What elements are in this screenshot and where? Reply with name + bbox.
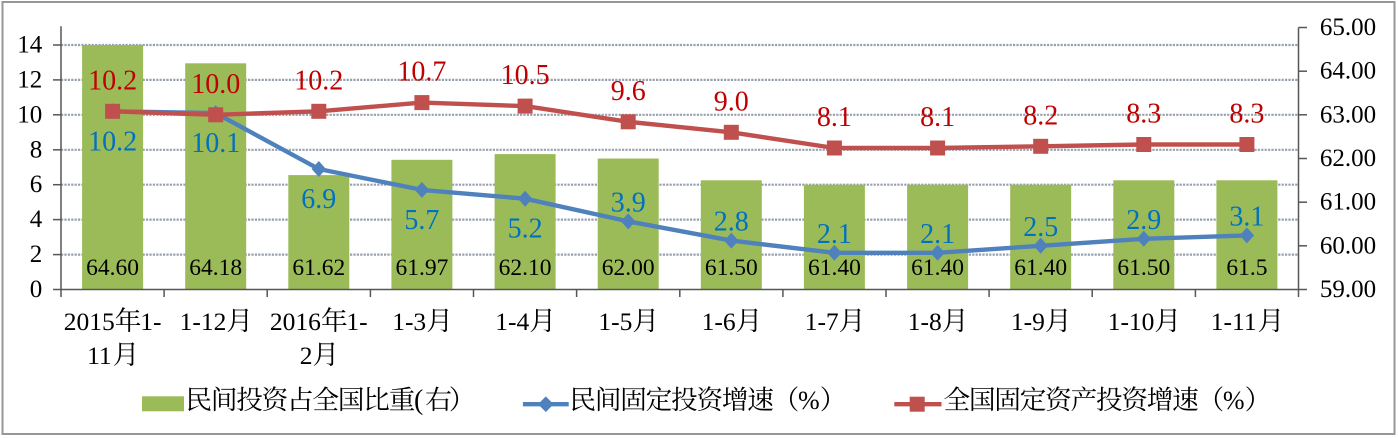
svg-text:61.50: 61.50 <box>705 255 758 281</box>
svg-text:9.0: 9.0 <box>714 86 749 117</box>
svg-text:61.97: 61.97 <box>396 255 449 281</box>
svg-text:(: ( <box>414 385 423 416</box>
svg-text:62.00: 62.00 <box>1320 145 1376 172</box>
svg-text:64.00: 64.00 <box>1320 58 1376 85</box>
svg-text:11: 11 <box>87 341 112 370</box>
svg-text:2: 2 <box>30 241 43 268</box>
svg-text:60.00: 60.00 <box>1320 232 1376 259</box>
svg-text:61.40: 61.40 <box>808 255 861 281</box>
svg-text:3.9: 3.9 <box>611 187 646 218</box>
svg-text:63.00: 63.00 <box>1320 101 1376 128</box>
svg-text:8.1: 8.1 <box>920 102 955 133</box>
svg-text:8: 8 <box>30 136 43 163</box>
svg-text:61.5: 61.5 <box>1226 255 1267 281</box>
svg-text:10.7: 10.7 <box>397 57 446 88</box>
svg-text:5.7: 5.7 <box>404 205 439 236</box>
svg-text:8.2: 8.2 <box>1023 100 1058 131</box>
svg-text:10.1: 10.1 <box>191 128 240 159</box>
svg-text:2: 2 <box>300 341 313 370</box>
svg-text:61.40: 61.40 <box>911 255 964 281</box>
svg-text:0: 0 <box>30 276 43 303</box>
svg-text:62.10: 62.10 <box>499 255 552 281</box>
svg-text:1-4: 1-4 <box>495 307 529 336</box>
svg-text:1-10: 1-10 <box>1108 307 1155 336</box>
svg-text:64.60: 64.60 <box>86 255 139 281</box>
svg-text:10.2: 10.2 <box>88 126 137 157</box>
svg-text:1-9: 1-9 <box>1011 307 1045 336</box>
svg-text:1-12: 1-12 <box>180 307 227 336</box>
svg-text:59.00: 59.00 <box>1320 276 1376 303</box>
svg-text:6.9: 6.9 <box>301 184 336 215</box>
svg-text:10: 10 <box>17 101 42 128</box>
svg-text:1-11: 1-11 <box>1211 307 1257 336</box>
svg-text:1-3: 1-3 <box>392 307 426 336</box>
svg-text:1-7: 1-7 <box>805 307 839 336</box>
svg-text:6: 6 <box>30 171 43 198</box>
svg-text:2.5: 2.5 <box>1023 212 1058 243</box>
svg-text:10.2: 10.2 <box>88 65 137 96</box>
svg-text:1-: 1- <box>346 307 367 336</box>
svg-text:%: % <box>798 386 820 415</box>
svg-text:%: % <box>1223 386 1245 415</box>
svg-text:10.2: 10.2 <box>294 65 343 96</box>
svg-text:10.5: 10.5 <box>501 60 550 91</box>
svg-text:8.1: 8.1 <box>817 102 852 133</box>
svg-text:12: 12 <box>17 66 42 93</box>
svg-text:5.2: 5.2 <box>508 214 543 245</box>
svg-text:65.00: 65.00 <box>1320 14 1376 41</box>
svg-text:2015: 2015 <box>64 307 115 336</box>
svg-text:62.00: 62.00 <box>602 255 655 281</box>
svg-text:2016: 2016 <box>270 307 321 336</box>
svg-text:1-8: 1-8 <box>908 307 942 336</box>
svg-text:1-5: 1-5 <box>598 307 632 336</box>
svg-text:1-6: 1-6 <box>702 307 736 336</box>
svg-text:61.40: 61.40 <box>1014 255 1067 281</box>
svg-text:3.1: 3.1 <box>1229 201 1264 232</box>
svg-text:2.1: 2.1 <box>920 219 955 250</box>
svg-text:2.8: 2.8 <box>714 207 749 238</box>
svg-text:14: 14 <box>17 32 43 59</box>
svg-text:10.0: 10.0 <box>191 69 240 100</box>
svg-text:61.00: 61.00 <box>1320 189 1376 216</box>
svg-text:9.6: 9.6 <box>611 76 646 107</box>
svg-text:64.18: 64.18 <box>189 255 242 281</box>
svg-text:61.50: 61.50 <box>1117 255 1170 281</box>
svg-text:2.1: 2.1 <box>817 219 852 250</box>
svg-text:8.3: 8.3 <box>1229 99 1264 130</box>
svg-text:8.3: 8.3 <box>1126 99 1161 130</box>
svg-text:2.9: 2.9 <box>1126 205 1161 236</box>
svg-text:1-: 1- <box>140 307 161 336</box>
svg-text:4: 4 <box>30 206 43 233</box>
svg-text:61.62: 61.62 <box>292 255 345 281</box>
